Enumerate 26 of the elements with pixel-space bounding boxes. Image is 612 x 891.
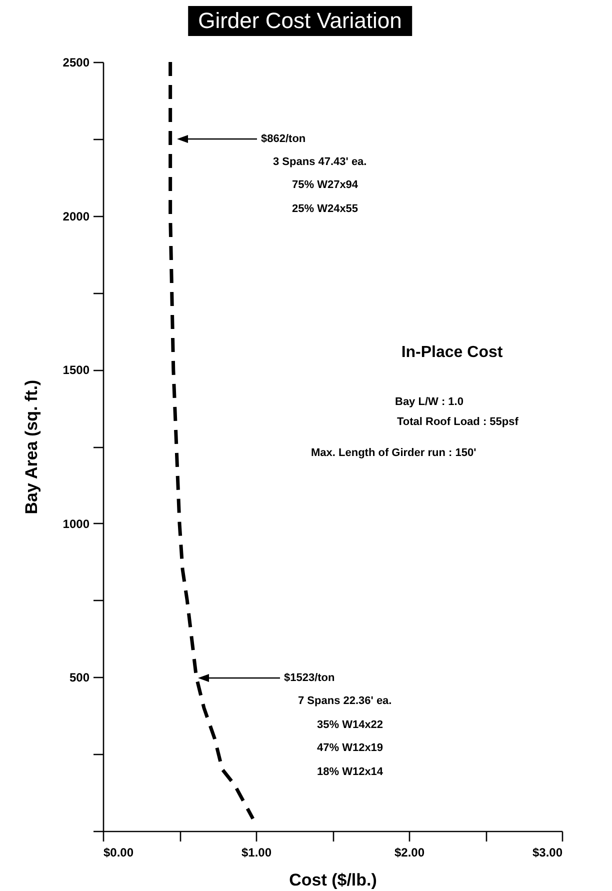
annotation: 18% W12x14	[317, 766, 384, 778]
y-tick-label: 500	[69, 670, 90, 685]
y-tick-label: 1000	[62, 516, 90, 531]
annotation: 35% W14x22	[317, 719, 384, 731]
annotation: Bay L/W : 1.0	[395, 396, 464, 408]
chart-title: Girder Cost Variation	[188, 6, 412, 36]
x-axis-title: Cost ($/lb.)	[289, 870, 377, 890]
annotation: $862/ton	[261, 133, 306, 145]
annotation: In-Place Cost	[401, 344, 504, 361]
x-tick-label: $2.00	[394, 846, 425, 860]
x-tick-label: $3.00	[532, 846, 563, 860]
annotation: $1523/ton	[284, 672, 336, 684]
y-axis-title: Bay Area (sq. ft.)	[22, 380, 41, 514]
annotation: 75% W27x94	[292, 179, 359, 191]
y-tick-label: 2500	[62, 56, 90, 70]
y-tick-label: 2000	[62, 209, 90, 224]
annotation: Max. Length of Girder run : 150'	[311, 447, 477, 459]
x-tick-label: $0.00	[104, 846, 134, 860]
x-tick-label: $1.00	[241, 846, 272, 860]
annotation: 47% W12x19	[317, 742, 384, 754]
annotation: Total Roof Load : 55psf	[397, 416, 519, 428]
y-tick-label: 1500	[62, 363, 90, 378]
line-series	[168, 60, 255, 820]
annotation: 7 Spans 22.36' ea.	[298, 695, 392, 707]
annotation: 25% W24x55	[292, 203, 358, 215]
annotation: 3 Spans 47.43' ea.	[273, 156, 367, 168]
